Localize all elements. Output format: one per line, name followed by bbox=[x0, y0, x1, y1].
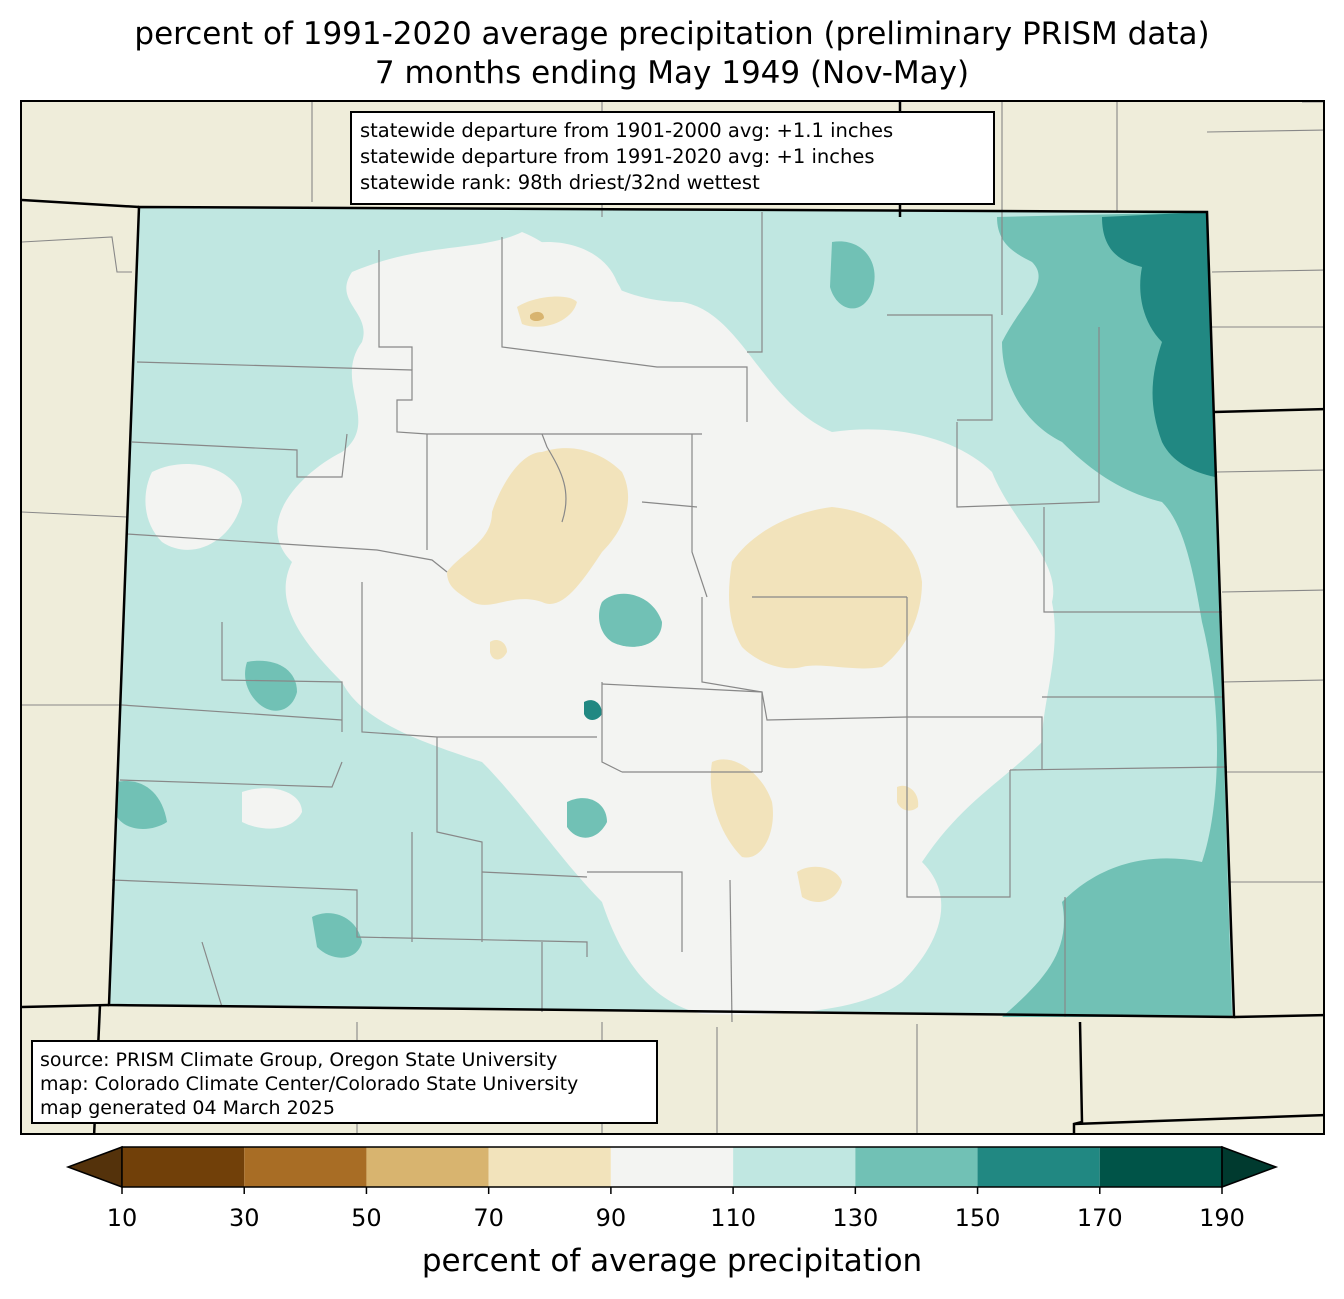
colorbar-tick-label: 150 bbox=[954, 1204, 1001, 1232]
stats-line-3: statewide rank: 98th driest/32nd wettest bbox=[360, 171, 760, 194]
dry-small-spot bbox=[490, 640, 507, 660]
wet-south-blob bbox=[567, 798, 607, 838]
dry-southeast-1 bbox=[710, 759, 773, 858]
dry-north-center bbox=[530, 311, 544, 321]
colorbar-tick-label: 110 bbox=[710, 1204, 757, 1232]
colorbar-segment bbox=[244, 1147, 367, 1187]
very-wet-central-spot bbox=[584, 700, 602, 720]
colorbar-tick-label: 170 bbox=[1076, 1204, 1123, 1232]
colorbar-segment bbox=[977, 1147, 1100, 1187]
dry-central-mountains bbox=[447, 448, 629, 605]
colorbar-segment bbox=[122, 1147, 245, 1187]
colorbar bbox=[65, 1145, 1279, 1194]
colorbar-segment bbox=[1099, 1147, 1222, 1187]
wet-central-blob bbox=[599, 593, 662, 647]
colorbar-segment bbox=[733, 1147, 856, 1187]
colorbar-tick-label: 90 bbox=[595, 1204, 627, 1232]
source-line-3: map generated 04 March 2025 bbox=[40, 1097, 335, 1119]
source-line-2: map: Colorado Climate Center/Colorado St… bbox=[40, 1073, 579, 1095]
statewide-stats-box: statewide departure from 1901-2000 avg: … bbox=[350, 111, 995, 205]
wet-sw-blob-2 bbox=[312, 913, 362, 958]
near-normal-sw bbox=[242, 788, 302, 829]
dry-southeast-2 bbox=[797, 866, 842, 902]
very-wet-northeast bbox=[1102, 212, 1215, 477]
county-borders bbox=[111, 212, 1228, 1023]
near-normal-west bbox=[145, 463, 242, 550]
colorbar-segment bbox=[855, 1147, 978, 1187]
colorbar-segments bbox=[65, 1145, 1279, 1194]
source-line-1: source: PRISM Climate Group, Oregon Stat… bbox=[40, 1049, 558, 1071]
wet-west-blob bbox=[245, 660, 297, 711]
map-title-line1: percent of 1991-2020 average precipitati… bbox=[134, 16, 1210, 52]
dry-se-spot bbox=[897, 785, 919, 811]
colorbar-segment bbox=[488, 1147, 611, 1187]
map-title-line2: 7 months ending May 1949 (Nov-May) bbox=[374, 55, 970, 91]
colorbar-segment bbox=[610, 1147, 734, 1187]
source-credit-box: source: PRISM Climate Group, Oregon Stat… bbox=[31, 1040, 658, 1124]
map-canvas bbox=[22, 102, 1323, 1133]
near-normal-region bbox=[277, 232, 1055, 1015]
colorbar-tick-label: 50 bbox=[351, 1204, 382, 1232]
colorbar-tick-label: 30 bbox=[228, 1204, 260, 1232]
colorbar-frame bbox=[121, 1146, 1223, 1188]
colorbar-under-arrow bbox=[65, 1145, 123, 1189]
colorbar-label: percent of average precipitation bbox=[421, 1243, 923, 1279]
colorbar-tick-label: 130 bbox=[832, 1204, 879, 1232]
colorbar-tick-label: 190 bbox=[1199, 1204, 1245, 1232]
stats-line-1: statewide departure from 1901-2000 avg: … bbox=[360, 119, 894, 142]
dry-east-central bbox=[729, 507, 922, 669]
colorbar-segment bbox=[366, 1147, 489, 1187]
colorbar-over-arrow bbox=[1221, 1145, 1279, 1189]
colorbar-tick-label: 70 bbox=[473, 1204, 504, 1232]
colorbar-tick-label: 10 bbox=[106, 1204, 138, 1232]
wet-sw-blob-1 bbox=[117, 781, 167, 829]
wet-north-blob bbox=[830, 241, 875, 309]
stats-line-2: statewide departure from 1991-2020 avg: … bbox=[360, 145, 875, 168]
precipitation-map bbox=[20, 100, 1325, 1135]
